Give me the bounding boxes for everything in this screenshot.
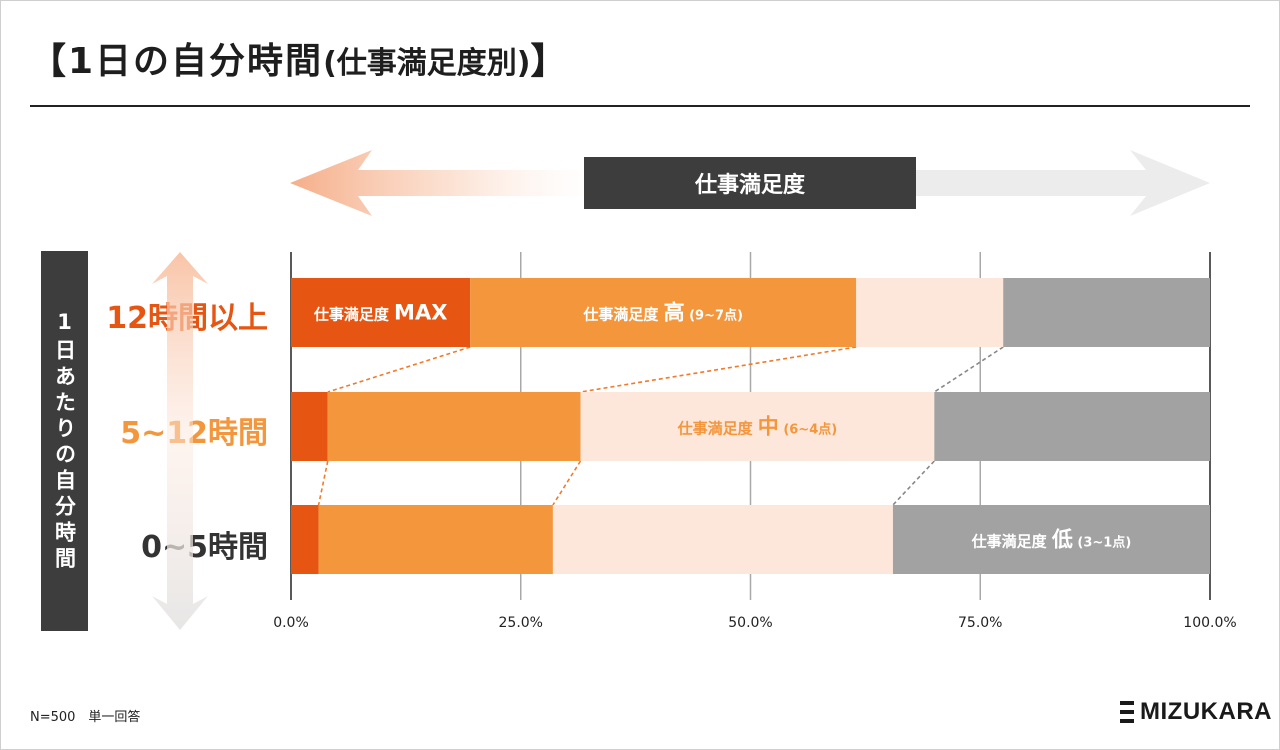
connector-line	[933, 346, 1004, 393]
connector-line	[552, 460, 582, 506]
connector-line	[327, 346, 471, 393]
bar-segment	[291, 505, 319, 574]
bar-segment	[1003, 278, 1210, 347]
title-main: 【1日の自分時間	[30, 41, 324, 82]
title-sub: (仕事満足度別)	[323, 46, 531, 81]
bar-segment	[552, 505, 893, 574]
bar-segment	[580, 392, 935, 461]
connector-line	[580, 346, 857, 393]
y-axis-label: 1日あたりの自分時間	[52, 309, 77, 573]
x-tick-label: 0.0%	[273, 615, 309, 631]
logo-text: MIZUKARA	[1140, 698, 1272, 725]
page-title: 【1日の自分時間(仕事満足度別)】	[30, 32, 569, 84]
arrow-vertical-icon	[152, 252, 208, 630]
segment-label: 仕事満足度 MAX	[313, 301, 448, 325]
arrow-left-orange-icon	[290, 150, 600, 216]
header-label: 仕事満足度	[694, 172, 806, 198]
bar-segment	[327, 392, 581, 461]
segment-label: 仕事満足度 中 (6~4点)	[677, 415, 838, 439]
bar-segment	[934, 392, 1210, 461]
y-axis-label-box: 1日あたりの自分時間	[41, 251, 88, 631]
bar-segment	[291, 392, 328, 461]
segment-label: 仕事満足度 高 (9~7点)	[582, 301, 743, 325]
bar-segment	[856, 278, 1004, 347]
bar-segment	[470, 278, 857, 347]
x-tick-label: 75.0%	[958, 615, 1002, 631]
category-label-5-12h: 5~12時間	[120, 416, 268, 451]
title-underline	[30, 105, 1250, 107]
header-label-box	[584, 157, 916, 209]
x-tick-label: 25.0%	[499, 615, 543, 631]
category-label-0-5h: 0~5時間	[141, 530, 268, 565]
segment-label: 仕事満足度 低 (3~1点)	[971, 528, 1132, 552]
x-tick-label: 100.0%	[1183, 615, 1236, 631]
arrow-right-gray-icon	[900, 150, 1210, 216]
x-tick-label: 50.0%	[728, 615, 772, 631]
connector-line	[892, 460, 935, 506]
connector-line	[317, 460, 329, 506]
bar-segment	[892, 505, 1210, 574]
bar-segment	[318, 505, 553, 574]
bar-segment	[291, 278, 471, 347]
title-close: 】	[530, 41, 569, 82]
brand-logo: MIZUKARA	[1120, 698, 1272, 726]
logo-mark-icon	[1120, 701, 1134, 723]
footnote: N=500 単一回答	[30, 710, 141, 725]
